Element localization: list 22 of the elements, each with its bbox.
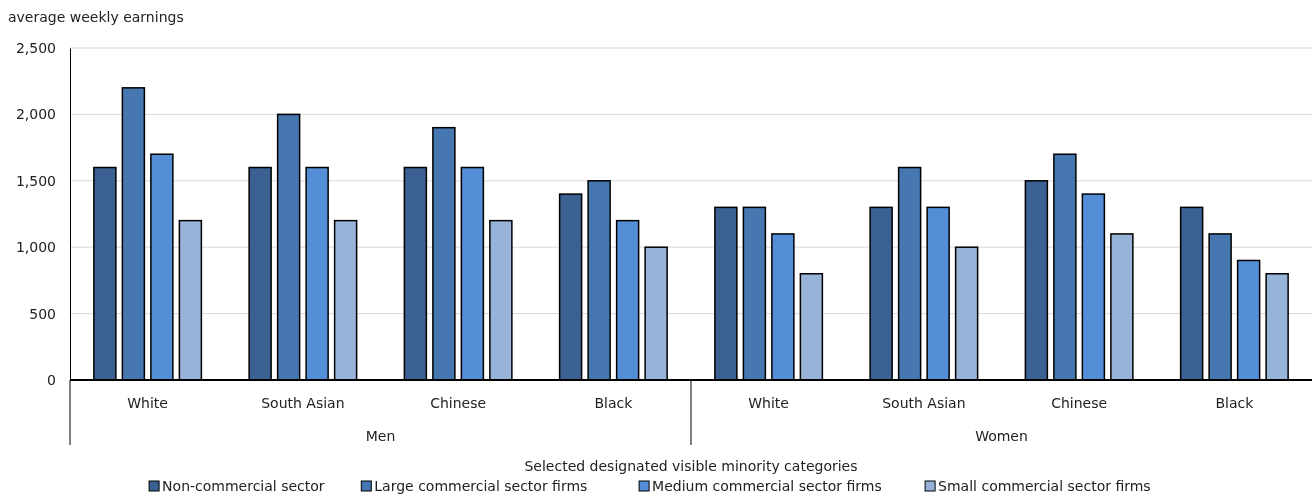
x-tick-label: Chinese bbox=[430, 395, 487, 411]
legend-label: Large commercial sector firms bbox=[374, 478, 588, 494]
legend-label: Non-commercial sector bbox=[162, 478, 325, 494]
y-tick-label: 2,500 bbox=[15, 39, 56, 56]
y-tick-label: 1,500 bbox=[15, 172, 56, 189]
text: Men bbox=[365, 428, 396, 444]
x-axis-title: Selected designated visible minority categories bbox=[524, 458, 858, 474]
y-tick-label: 1,000 bbox=[15, 239, 56, 256]
x-tick-label: South Asian bbox=[261, 395, 345, 411]
y-tick-label: 2,000 bbox=[15, 106, 56, 123]
x-tick-label: White bbox=[127, 395, 168, 411]
x-tick-label: Black bbox=[1215, 395, 1255, 411]
y-axis-title: average weekly earnings bbox=[8, 9, 184, 25]
x-tick-label: Chinese bbox=[1051, 395, 1108, 411]
text: Women bbox=[975, 428, 1028, 444]
legend-label: Small commercial sector firms bbox=[938, 478, 1151, 494]
x-tick-label: South Asian bbox=[882, 395, 966, 411]
x-tick-label: Black bbox=[594, 395, 634, 411]
x-tick-label: White bbox=[748, 395, 789, 411]
y-tick-label: 0 bbox=[47, 371, 56, 388]
legend-label: Medium commercial sector firms bbox=[652, 478, 882, 494]
y-tick-label: 500 bbox=[29, 305, 56, 322]
